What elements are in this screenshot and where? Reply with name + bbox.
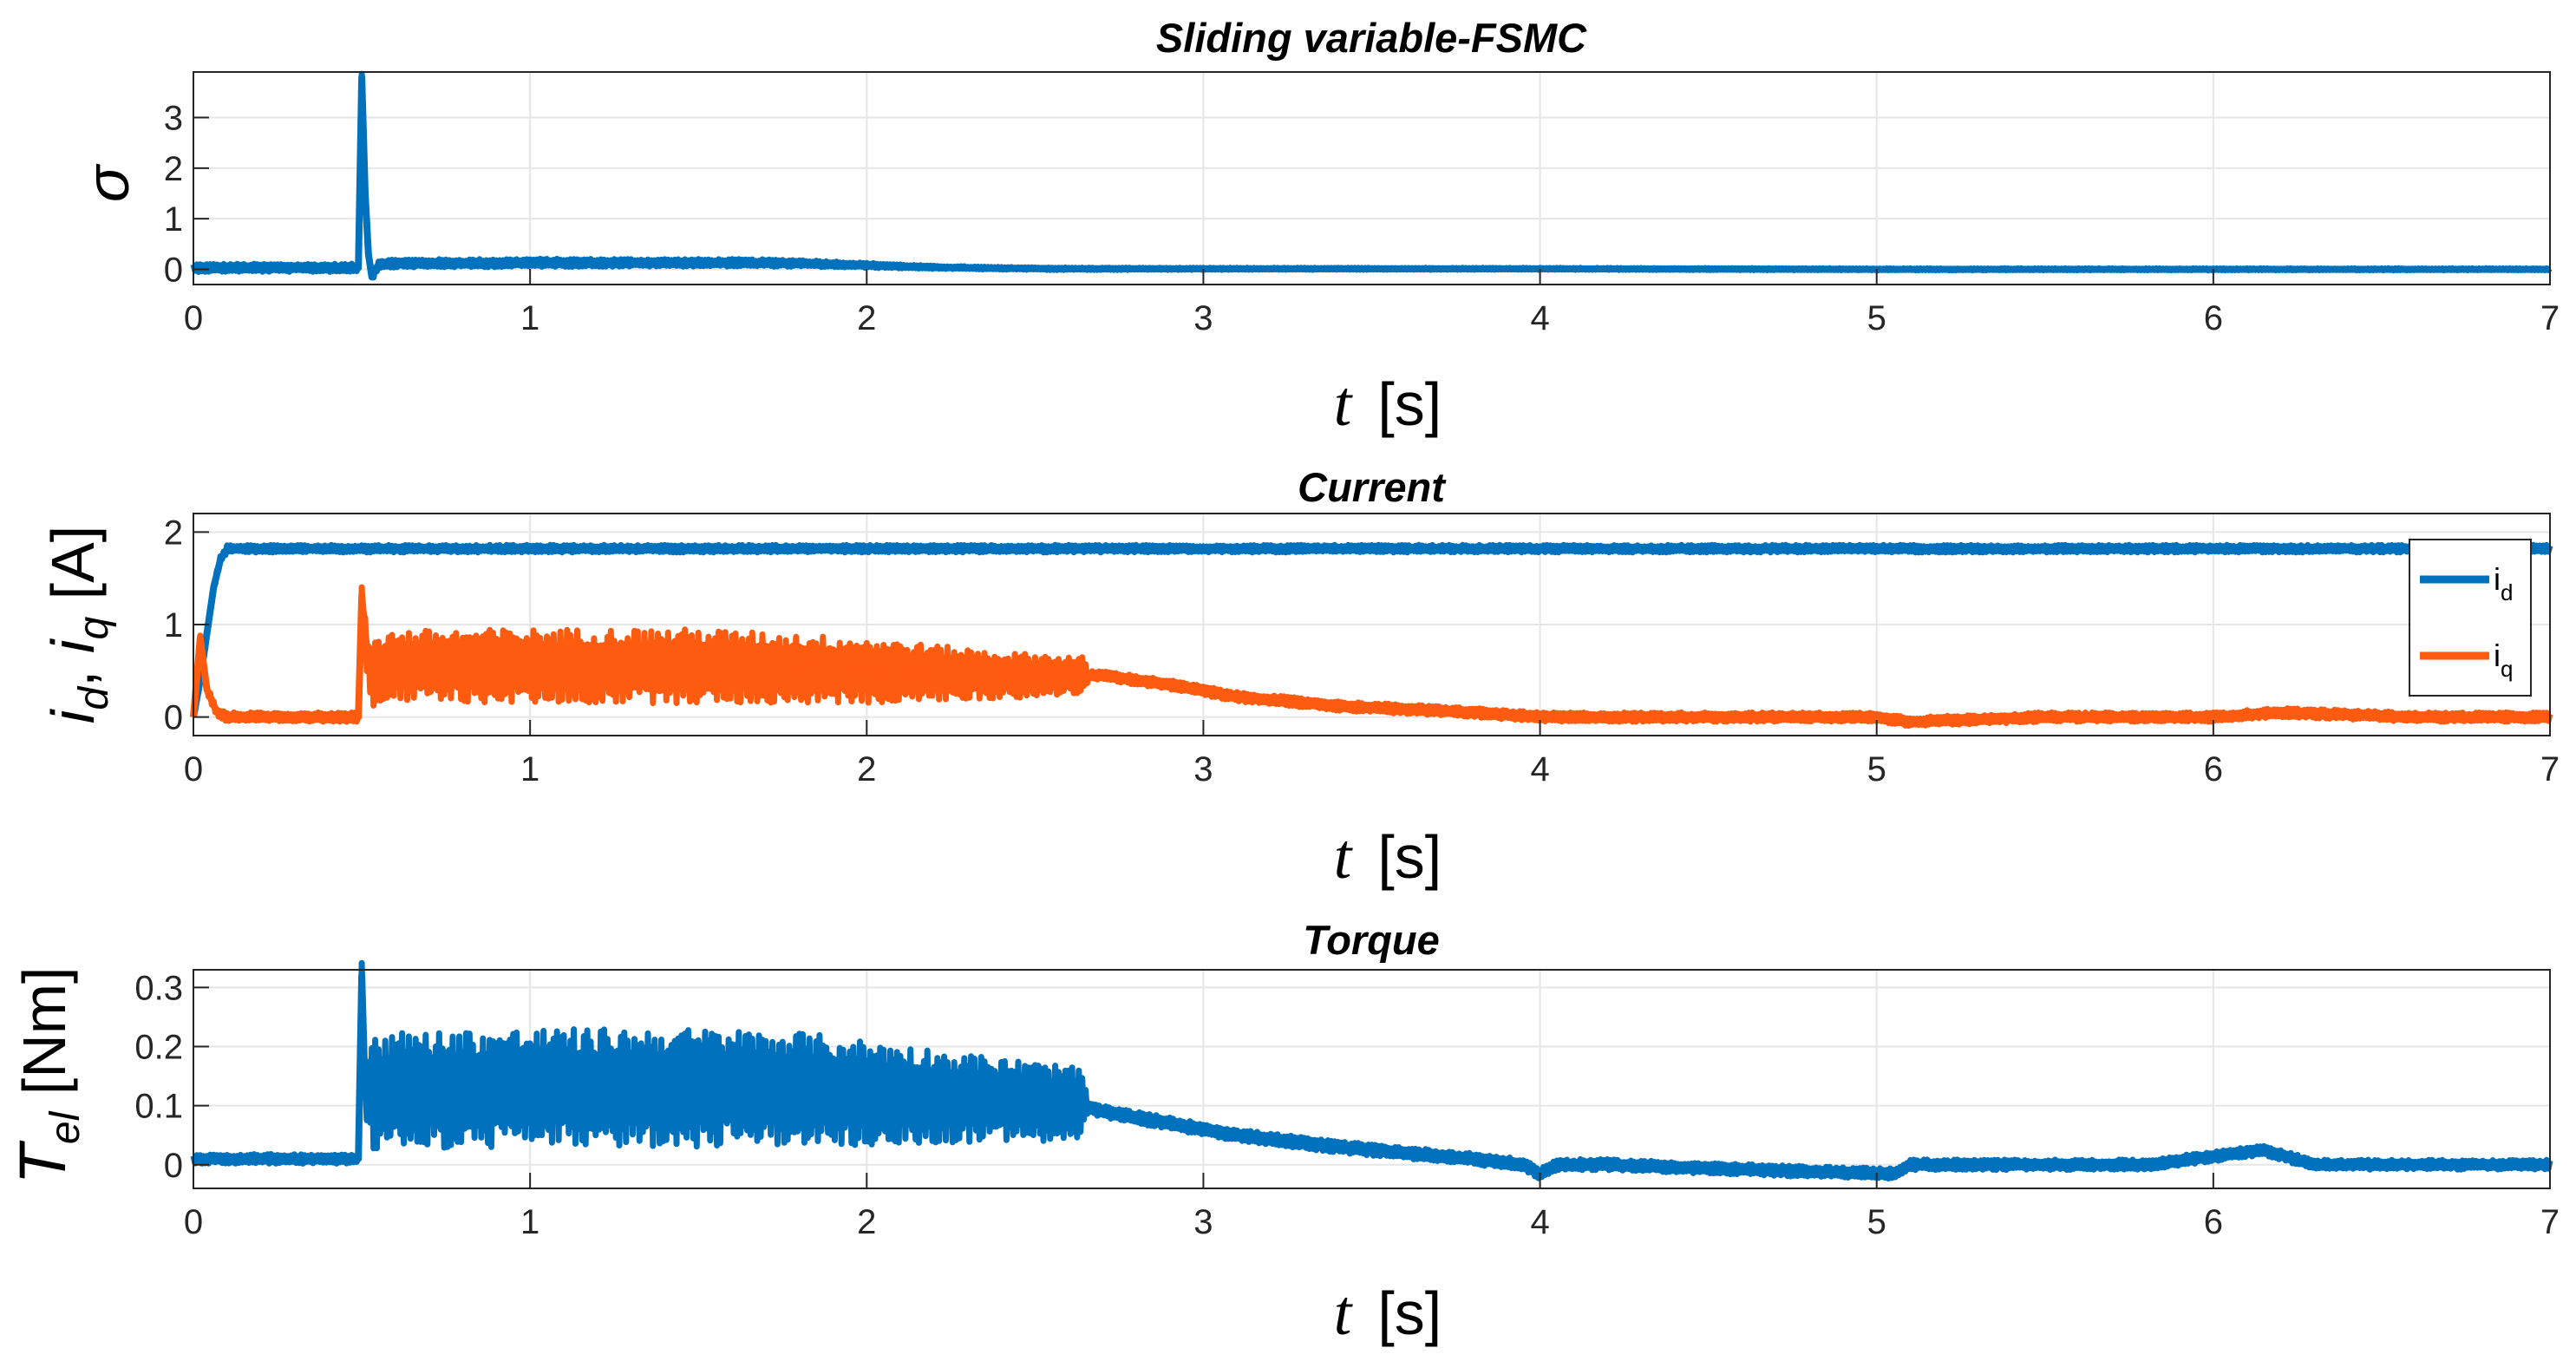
xtick-label-0: 0 (184, 750, 203, 788)
xtick-label-6: 6 (2204, 1203, 2223, 1241)
xtick-label-7: 7 (2540, 299, 2560, 337)
xtick-label-0: 0 (184, 1203, 203, 1241)
xlabel-1: t [s] (1334, 369, 1442, 440)
ylabel-torque: Tel [Nm] (6, 966, 88, 1184)
xtick-label-2: 2 (857, 750, 876, 788)
legend-box (2409, 539, 2532, 697)
title-current: Current (1298, 464, 1447, 510)
xtick-label-1: 1 (520, 1203, 539, 1241)
ticks-3: 0 1 2 3 4 5 6 7 0 0.1 0.2 0.3 (134, 969, 2560, 1241)
xtick-label-3: 3 (1193, 750, 1213, 788)
xtick-label-4: 4 (1530, 1203, 1549, 1241)
xtick-label-3: 3 (1193, 1203, 1213, 1241)
xlabel-unit-3: [s] (1377, 1279, 1442, 1347)
ytick-label-2: 2 (164, 150, 183, 188)
xlabel-3: t [s] (1334, 1278, 1442, 1349)
ytick-label-2: 2 (164, 514, 183, 552)
legend-label-id: id (2494, 561, 2513, 605)
ytick-label-0.3: 0.3 (134, 969, 183, 1007)
xlabel-2: t [s] (1334, 821, 1442, 893)
xtick-label-5: 5 (1867, 750, 1886, 788)
xtick-label-7: 7 (2540, 1203, 2560, 1241)
ytick-label-0.1: 0.1 (134, 1088, 183, 1126)
xlabel-var-1: t (1334, 369, 1354, 440)
legend-label-iq: iq (2494, 638, 2513, 682)
ytick-label-0: 0 (164, 699, 183, 737)
xtick-label-2: 2 (857, 299, 876, 337)
ticks-2: 0 1 2 3 4 5 6 7 0 1 2 (164, 514, 2560, 788)
xtick-label-7: 7 (2540, 750, 2560, 788)
ytick-label-0: 0 (164, 252, 183, 290)
series-torque (190, 959, 2553, 1182)
ylabel-sigma: σ (74, 163, 141, 202)
series-trend-i_d (190, 545, 2550, 718)
series-current (190, 541, 2553, 730)
xlabel-var-3: t (1334, 1278, 1354, 1349)
xtick-label-1: 1 (520, 299, 539, 337)
xlabel-var-2: t (1334, 821, 1354, 893)
xtick-label-4: 4 (1530, 750, 1549, 788)
xtick-label-6: 6 (2204, 750, 2223, 788)
xtick-label-5: 5 (1867, 299, 1886, 337)
panel-current: 0 1 2 3 4 5 6 7 0 1 2 Current t [s] id, iq [A] id i… (39, 464, 2560, 893)
xlabel-unit-1: [s] (1377, 370, 1442, 438)
xtick-label-6: 6 (2204, 299, 2223, 337)
ytick-label-0: 0 (164, 1147, 183, 1185)
legend: id iq (2409, 539, 2532, 697)
series-trend-T_el (193, 972, 2550, 1177)
ytick-label-1: 1 (164, 606, 183, 645)
xtick-label-4: 4 (1530, 299, 1549, 337)
ytick-label-3: 3 (164, 100, 183, 138)
xtick-label-0: 0 (184, 299, 203, 337)
series-sigma (190, 70, 2553, 281)
axes-frame-3 (193, 969, 2551, 1189)
xlabel-unit-2: [s] (1377, 823, 1442, 891)
title-sliding-variable: Sliding variable-FSMC (1156, 15, 1587, 61)
xtick-label-5: 5 (1867, 1203, 1886, 1241)
ylabel-current: id, iq [A] (39, 526, 117, 723)
ytick-label-0.2: 0.2 (134, 1029, 183, 1067)
series-trend-σ (193, 73, 2550, 281)
xtick-label-3: 3 (1193, 299, 1213, 337)
xtick-label-2: 2 (857, 1203, 876, 1241)
axes-frame-1 (193, 71, 2551, 285)
ticks-1: 0 1 2 3 4 5 6 7 0 1 2 3 (164, 100, 2560, 338)
xtick-label-1: 1 (520, 750, 539, 788)
ytick-label-1: 1 (164, 200, 183, 239)
series-trend-i_q (190, 593, 2550, 725)
title-torque: Torque (1303, 917, 1440, 963)
panel-torque: 0 1 2 3 4 5 6 7 0 0.1 0.2 0.3 Torque t [s] Tel [Nm] (6, 917, 2560, 1349)
